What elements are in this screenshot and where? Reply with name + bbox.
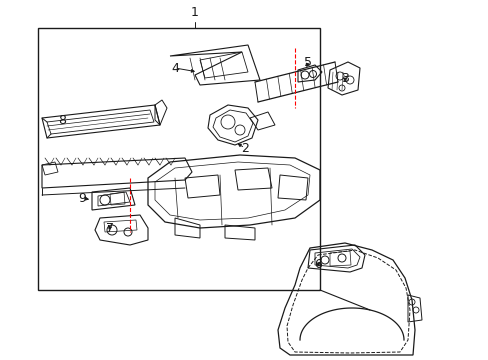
Text: 7: 7 [106, 221, 114, 234]
Text: 9: 9 [78, 192, 86, 204]
Text: 4: 4 [171, 62, 179, 75]
Text: 2: 2 [241, 141, 248, 154]
Text: 3: 3 [340, 72, 348, 85]
Text: 5: 5 [304, 55, 311, 68]
Text: 8: 8 [58, 113, 66, 126]
Text: 1: 1 [191, 5, 199, 18]
Text: 6: 6 [313, 258, 321, 271]
